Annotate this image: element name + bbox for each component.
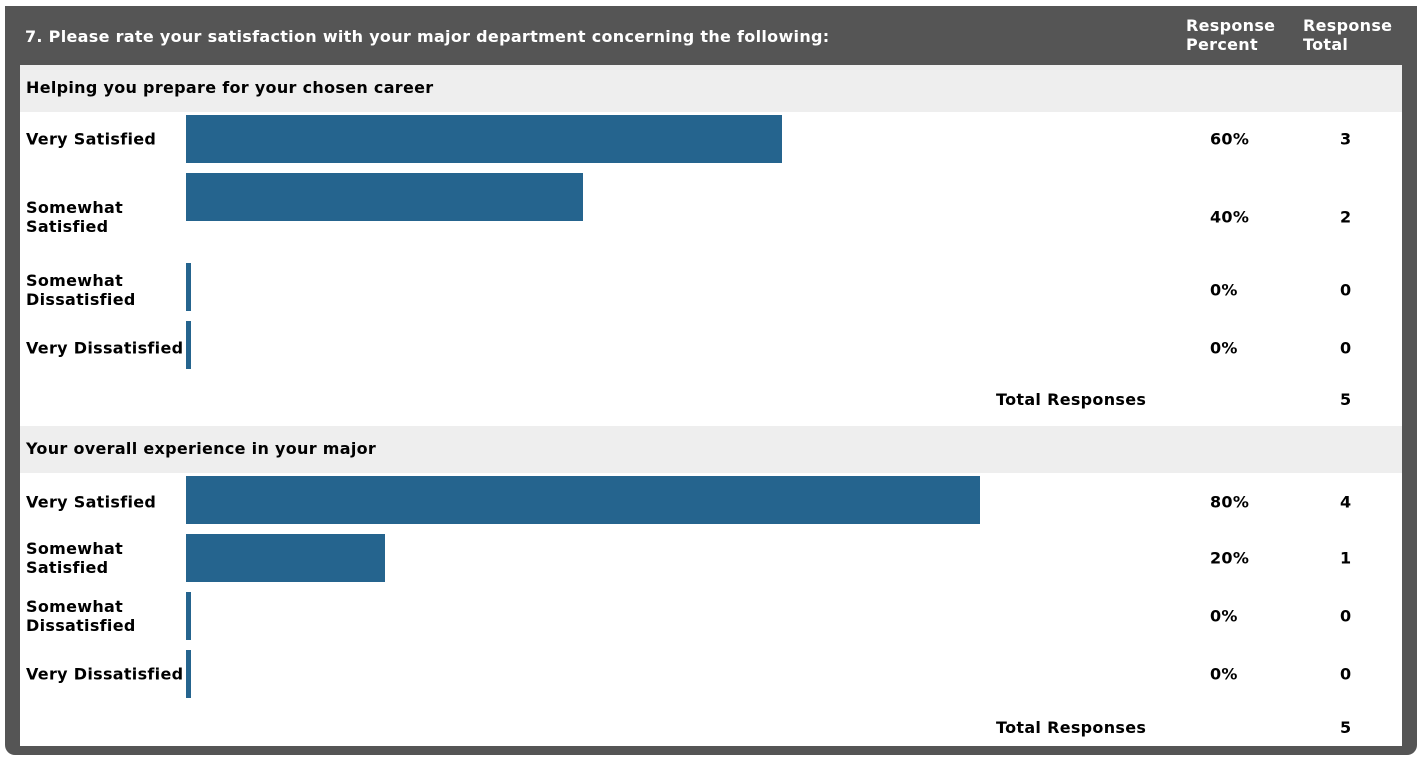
response-count: 0 bbox=[1340, 606, 1352, 626]
question-header: 7. Please rate your satisfaction with yo… bbox=[5, 6, 1417, 65]
response-bar bbox=[186, 534, 385, 582]
response-bar bbox=[186, 650, 191, 698]
result-row: Very Dissatisfied 0% 0 bbox=[20, 319, 1402, 377]
total-responses-row: Total Responses 5 bbox=[20, 709, 1402, 747]
section-header: Your overall experience in your major bbox=[20, 426, 1402, 473]
result-row: Somewhat Dissatisfied 0% 0 bbox=[20, 587, 1402, 645]
response-percent-header-line1: Response bbox=[1186, 16, 1276, 35]
survey-question-frame: 7. Please rate your satisfaction with yo… bbox=[5, 6, 1417, 755]
response-percent: 40% bbox=[1210, 207, 1250, 227]
response-bar bbox=[186, 263, 191, 311]
category-label: Very Dissatisfied bbox=[26, 338, 184, 358]
response-bar bbox=[186, 592, 191, 640]
response-percent: 0% bbox=[1210, 338, 1238, 358]
result-row: Very Dissatisfied 0% 0 bbox=[20, 645, 1402, 703]
result-row: Somewhat Satisfied 40% 2 bbox=[20, 173, 1402, 261]
category-label: Very Satisfied bbox=[26, 129, 157, 149]
total-responses-label: Total Responses bbox=[996, 718, 1147, 737]
response-percent: 0% bbox=[1210, 280, 1238, 300]
section-title: Your overall experience in your major bbox=[26, 439, 377, 458]
response-bar bbox=[186, 321, 191, 369]
category-label: Somewhat Satisfied bbox=[26, 198, 124, 236]
response-total-header-line1: Response bbox=[1303, 16, 1393, 35]
result-row: Somewhat Satisfied 20% 1 bbox=[20, 529, 1402, 587]
section-header: Helping you prepare for your chosen care… bbox=[20, 65, 1402, 112]
response-bar bbox=[186, 476, 980, 524]
category-label: Somewhat Dissatisfied bbox=[26, 597, 136, 635]
response-percent: 80% bbox=[1210, 492, 1250, 512]
category-label: Very Satisfied bbox=[26, 492, 157, 512]
result-row: Very Satisfied 60% 3 bbox=[20, 114, 1402, 164]
question-results: Helping you prepare for your chosen care… bbox=[20, 65, 1402, 746]
response-percent: 20% bbox=[1210, 548, 1250, 568]
response-count: 2 bbox=[1340, 207, 1352, 227]
response-percent: 0% bbox=[1210, 606, 1238, 626]
question-title: 7. Please rate your satisfaction with yo… bbox=[25, 27, 830, 46]
response-percent-header: Response Percent bbox=[1186, 16, 1275, 54]
response-total-header: Response Total bbox=[1303, 16, 1392, 54]
total-responses-value: 5 bbox=[1340, 718, 1352, 737]
category-label: Somewhat Dissatisfied bbox=[26, 271, 136, 309]
category-label: Very Dissatisfied bbox=[26, 664, 184, 684]
response-total-header-line2: Total bbox=[1303, 35, 1349, 54]
result-row: Very Satisfied 80% 4 bbox=[20, 475, 1402, 529]
response-bar bbox=[186, 115, 782, 163]
category-label: Somewhat Satisfied bbox=[26, 539, 124, 577]
response-count: 1 bbox=[1340, 548, 1352, 568]
total-responses-label: Total Responses bbox=[996, 390, 1147, 409]
response-count: 0 bbox=[1340, 664, 1352, 684]
response-count: 0 bbox=[1340, 280, 1352, 300]
total-responses-value: 5 bbox=[1340, 390, 1352, 409]
total-responses-row: Total Responses 5 bbox=[20, 381, 1402, 419]
response-count: 4 bbox=[1340, 492, 1352, 512]
response-count: 0 bbox=[1340, 338, 1352, 358]
response-count: 3 bbox=[1340, 129, 1352, 149]
response-bar bbox=[186, 173, 583, 221]
response-percent: 60% bbox=[1210, 129, 1250, 149]
response-percent-header-line2: Percent bbox=[1186, 35, 1258, 54]
section-title: Helping you prepare for your chosen care… bbox=[26, 78, 434, 97]
result-row: Somewhat Dissatisfied 0% 0 bbox=[20, 261, 1402, 319]
response-percent: 0% bbox=[1210, 664, 1238, 684]
